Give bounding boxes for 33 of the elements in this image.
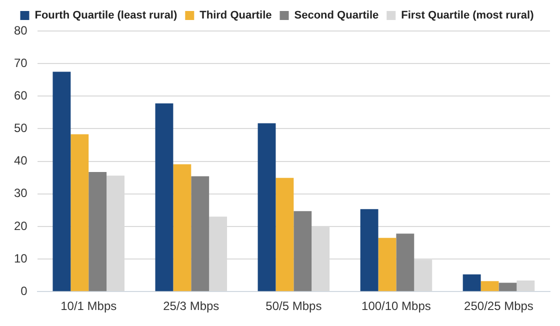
y-tick-label: 30 xyxy=(14,186,28,200)
y-tick-label: 10 xyxy=(14,251,28,266)
x-tick-label: 10/1 Mbps xyxy=(60,299,117,314)
bar xyxy=(258,123,276,292)
legend-label: First Quartile (most rural) xyxy=(401,10,534,22)
x-tick-label: 25/3 Mbps xyxy=(163,299,220,314)
bar xyxy=(276,178,294,292)
bar xyxy=(70,134,89,292)
bar xyxy=(173,164,192,292)
bar xyxy=(155,103,174,292)
legend-label: Second Quartile xyxy=(294,10,379,22)
bar xyxy=(462,274,481,292)
bar xyxy=(52,72,71,292)
y-tick-label: 0 xyxy=(20,284,28,298)
legend-label: Fourth Quartile (least rural) xyxy=(34,10,178,22)
legend-label: Third Quartile xyxy=(200,10,272,22)
y-tick-label: 40 xyxy=(14,154,28,168)
bar xyxy=(360,209,378,292)
bar xyxy=(396,234,414,292)
x-tick-label: 50/5 Mbps xyxy=(266,299,322,314)
y-tick-label: 60 xyxy=(14,88,28,102)
bar xyxy=(88,172,107,292)
y-tick-label: 80 xyxy=(14,23,28,38)
y-tick-label: 70 xyxy=(14,56,28,70)
bar xyxy=(191,176,210,292)
bar xyxy=(480,281,499,292)
x-tick-label: 100/10 Mbps xyxy=(362,299,431,314)
y-tick-label: 50 xyxy=(14,121,28,136)
y-tick-label: 20 xyxy=(14,218,28,233)
bar xyxy=(294,211,312,292)
x-tick-label: 250/25 Mbps xyxy=(464,299,534,314)
bar xyxy=(378,238,396,292)
bar xyxy=(498,282,517,292)
